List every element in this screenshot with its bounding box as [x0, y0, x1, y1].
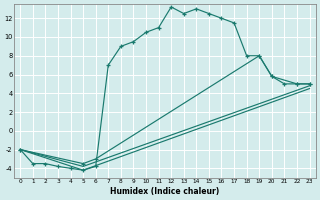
X-axis label: Humidex (Indice chaleur): Humidex (Indice chaleur) — [110, 187, 220, 196]
